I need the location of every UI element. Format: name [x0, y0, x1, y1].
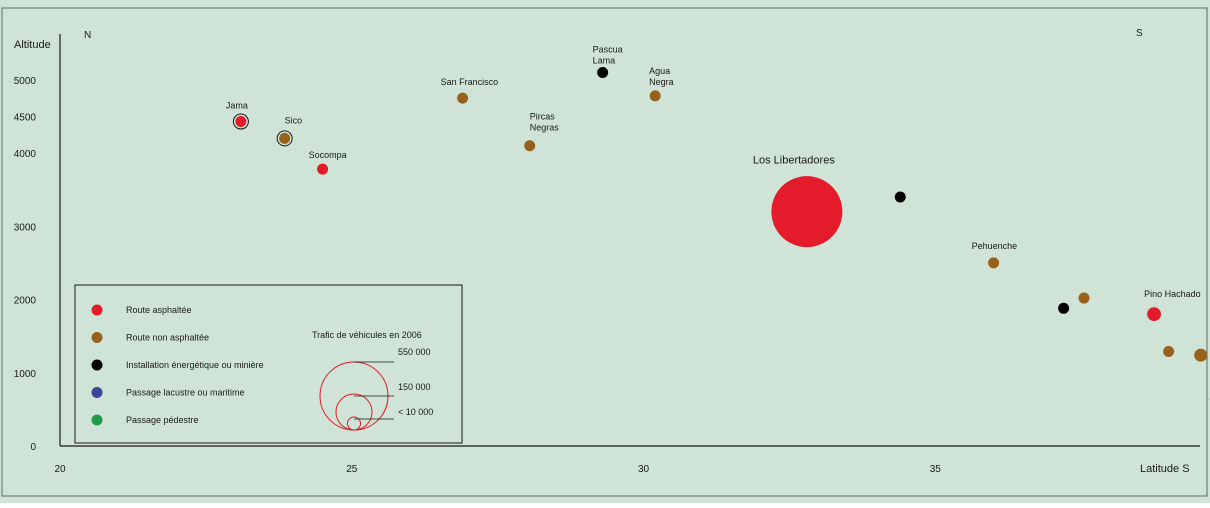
data-point-energy	[597, 67, 608, 78]
data-point-unpaved	[1194, 349, 1207, 362]
data-point-unpaved	[457, 93, 468, 104]
legend-label-asphalt: Route asphaltée	[126, 305, 192, 315]
legend-marker-lake	[92, 387, 103, 398]
north-label: N	[84, 30, 91, 41]
data-point-asphalt	[235, 116, 246, 127]
point-label: Pino Hachado	[1144, 289, 1201, 299]
point-label: Jama	[226, 101, 248, 111]
y-tick-label: 2000	[14, 296, 37, 307]
x-tick-label: 30	[638, 464, 650, 475]
x-tick-label: 20	[54, 464, 66, 475]
legend-marker-pedestrian	[92, 415, 103, 426]
x-axis-label: Latitude S	[1140, 463, 1190, 475]
legend-label-pedestrian: Passage pédestre	[126, 415, 199, 425]
y-tick-label: 4000	[14, 149, 37, 160]
point-label: Los Libertadores	[753, 155, 835, 167]
point-label: Pehuenche	[972, 241, 1018, 251]
legend-marker-asphalt	[92, 305, 103, 316]
data-point-unpaved	[1163, 346, 1174, 357]
size-legend-label: 550 000	[398, 347, 431, 357]
point-label: San Francisco	[441, 77, 499, 87]
y-axis-label: Altitude	[14, 39, 51, 51]
point-label: Sico	[285, 115, 303, 125]
y-tick-label: 5000	[14, 76, 37, 87]
data-point-unpaved	[524, 140, 535, 151]
data-point-asphalt	[317, 164, 328, 175]
south-label: S	[1136, 28, 1143, 39]
size-legend-label: 150 000	[398, 382, 431, 392]
data-point-unpaved	[1079, 293, 1090, 304]
y-tick-label: 4500	[14, 112, 37, 123]
point-label: Socompa	[309, 150, 347, 160]
size-legend-label: < 10 000	[398, 407, 433, 417]
data-point-unpaved	[279, 133, 290, 144]
y-tick-label: 1000	[14, 369, 37, 380]
y-tick-label: 0	[30, 442, 36, 453]
data-point-energy	[895, 191, 906, 202]
data-point-unpaved	[650, 90, 661, 101]
legend-label-lake: Passage lacustre ou maritime	[126, 388, 245, 398]
y-tick-label: 3000	[14, 222, 37, 233]
size-legend-title: Trafic de véhicules en 2006	[312, 330, 422, 340]
legend-label-energy: Installation énergétique ou minière	[126, 360, 264, 370]
data-point-asphalt	[1147, 307, 1161, 321]
legend-marker-energy	[92, 360, 103, 371]
data-point-asphalt	[771, 176, 842, 247]
x-tick-label: 25	[346, 464, 358, 475]
legend-label-unpaved: Route non asphaltée	[126, 333, 209, 343]
x-tick-label: 35	[930, 464, 942, 475]
data-point-unpaved	[988, 257, 999, 268]
legend-marker-unpaved	[92, 332, 103, 343]
data-point-energy	[1058, 303, 1069, 314]
